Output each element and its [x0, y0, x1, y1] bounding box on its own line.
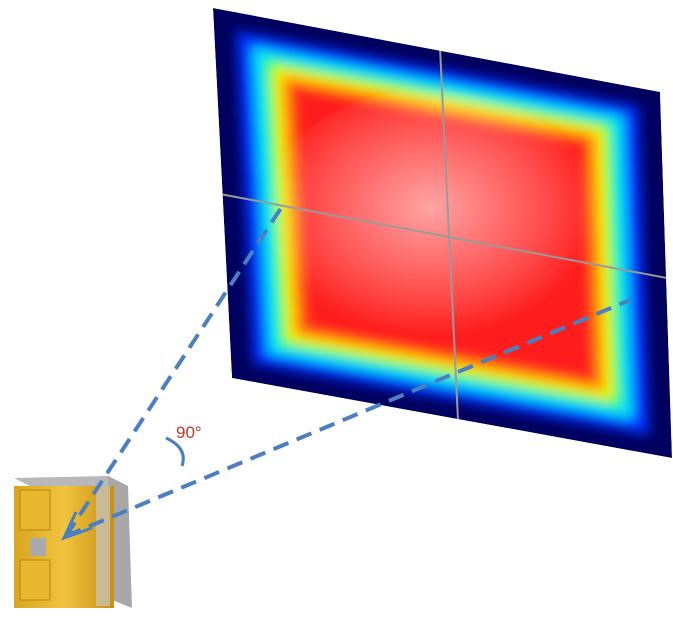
- heatmap-panel: [213, 8, 672, 458]
- angle-arc: [165, 436, 185, 467]
- crosshair-horizontal: [219, 193, 672, 280]
- beam-edge-upper: [64, 203, 285, 538]
- beam-edge-lower: [65, 298, 631, 538]
- device: [14, 476, 132, 608]
- angle-label: 90°: [176, 423, 202, 442]
- arrow-head: [61, 511, 93, 541]
- bright-center: [260, 90, 600, 350]
- beam-lines: [64, 203, 631, 538]
- crosshair-vertical: [439, 47, 459, 421]
